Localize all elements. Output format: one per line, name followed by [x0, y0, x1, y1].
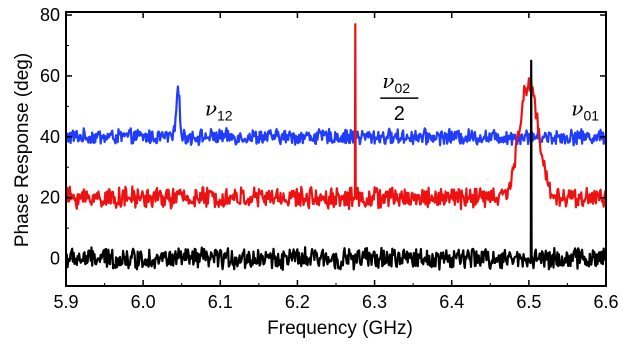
annotation-symbol: ν	[571, 97, 583, 121]
annotation-denominator: 2	[394, 103, 405, 125]
axes-layer	[65, 11, 607, 287]
x-tick-label: 6.1	[208, 292, 233, 312]
x-tick-label: 5.9	[53, 292, 78, 312]
x-axis-title: Frequency (GHz)	[267, 318, 413, 339]
y-tick-label: 60	[40, 66, 60, 86]
annotation-nu02: ν02	[382, 69, 410, 96]
series-line-blue	[65, 85, 608, 147]
series-line-red	[64, 23, 608, 211]
x-tick-label: 6.5	[516, 292, 541, 312]
annotation-nu12: ν12	[205, 97, 233, 124]
x-tick-label: 6.0	[131, 292, 156, 312]
annotation-subscript: 12	[217, 108, 233, 124]
annotation-subscript: 01	[583, 108, 599, 124]
x-tick-label: 6.4	[439, 292, 464, 312]
annotation-nu01: ν01	[571, 97, 599, 124]
x-tick-label: 6.6	[593, 292, 618, 312]
y-tick-label: 0	[50, 249, 60, 269]
y-tick-label: 40	[40, 127, 60, 147]
x-tick-label: 6.3	[362, 292, 387, 312]
annotation-symbol: ν	[205, 97, 217, 121]
series-line-black	[64, 59, 608, 271]
x-tick-label: 6.2	[285, 292, 310, 312]
y-tick-label: 20	[40, 188, 60, 208]
y-tick-label: 80	[40, 5, 60, 25]
annotation-subscript: 02	[394, 80, 410, 96]
series-layer	[64, 23, 608, 271]
y-axis-title: Phase Response (deg)	[12, 53, 33, 247]
annotation-symbol: ν	[382, 69, 394, 93]
plot-frame	[65, 11, 607, 287]
